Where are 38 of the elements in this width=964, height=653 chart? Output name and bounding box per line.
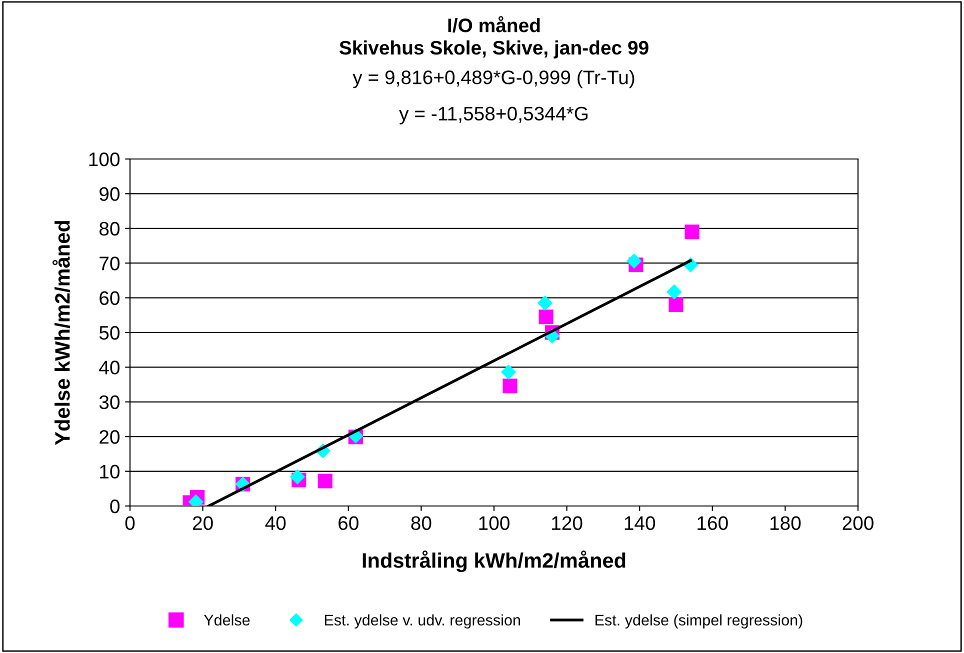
y-tick-label: 30: [99, 395, 120, 410]
y-tick-label: 90: [100, 187, 120, 201]
y-tick-label: 50: [99, 326, 120, 340]
legend-label: Est. ydelse v. udv. regression: [324, 614, 520, 629]
point: [500, 364, 516, 380]
point: [318, 474, 332, 488]
x-tick-label: 160: [698, 516, 728, 530]
y-tick-label: 100: [89, 152, 120, 166]
point: [290, 469, 306, 484]
x-tick-label: 140: [624, 516, 656, 530]
point: [626, 253, 642, 269]
point: [502, 378, 518, 394]
y-tick-label: 60: [100, 291, 120, 306]
x-tick-label: 20: [192, 516, 213, 530]
y-tick-label: 20: [100, 430, 120, 444]
x-tick-label: 100: [479, 516, 510, 530]
y-tick-label: 80: [99, 222, 120, 236]
chart-subtitle: y = 9,816+0,489*G-0,999 (Tr-Tu) y = -11,558+0,5344*G: [352, 70, 634, 124]
point: [668, 297, 684, 312]
y-tick-label: 40: [99, 360, 120, 374]
y-axis-title: Ydelse kWh/m2/måned: [52, 220, 70, 446]
x-tick-label: 40: [265, 516, 286, 530]
legend-label: Est. ydelse (simpel regression): [596, 614, 802, 629]
x-tick-label: 120: [552, 516, 582, 530]
y-tick-label: 70: [100, 256, 120, 270]
point: [538, 310, 554, 324]
point: [666, 284, 682, 300]
point: [684, 224, 700, 240]
x-axis-title: Indstråling kWh/m2/måned: [362, 550, 626, 572]
x-tick-label: 200: [842, 516, 874, 530]
x-tick-label: 0: [125, 516, 135, 530]
x-tick-label: 180: [770, 516, 801, 530]
y-tick-label: 0: [110, 499, 120, 514]
y-tick-label: 10: [100, 464, 120, 479]
legend-label: Ydelse: [204, 614, 250, 626]
x-tick-label: 60: [338, 516, 358, 530]
point: [537, 295, 553, 311]
x-tick-label: 80: [411, 516, 432, 530]
